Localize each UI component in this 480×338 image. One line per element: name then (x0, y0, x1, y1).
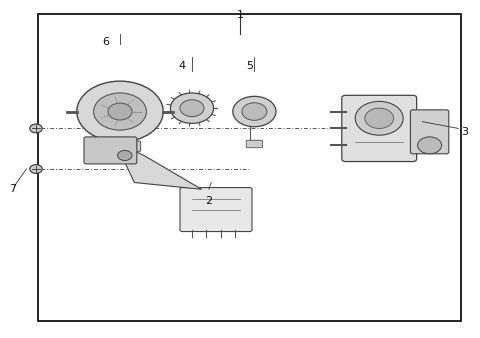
Circle shape (77, 81, 163, 142)
Circle shape (118, 150, 132, 161)
Circle shape (30, 165, 42, 173)
Text: 3: 3 (461, 127, 468, 137)
Text: 6: 6 (102, 37, 109, 47)
Text: 7: 7 (9, 184, 16, 194)
Circle shape (94, 93, 146, 130)
Text: 5: 5 (246, 61, 253, 71)
FancyBboxPatch shape (84, 137, 137, 164)
Circle shape (180, 100, 204, 117)
Circle shape (418, 137, 442, 154)
Polygon shape (115, 142, 202, 189)
FancyBboxPatch shape (246, 140, 263, 148)
Bar (38, 14, 461, 321)
Circle shape (365, 108, 394, 128)
Circle shape (30, 124, 42, 133)
FancyBboxPatch shape (99, 141, 141, 151)
Circle shape (233, 96, 276, 127)
Text: 2: 2 (205, 196, 212, 206)
Circle shape (355, 101, 403, 135)
FancyBboxPatch shape (180, 188, 252, 232)
Text: 1: 1 (237, 10, 243, 20)
Circle shape (108, 103, 132, 120)
Circle shape (242, 103, 267, 120)
Circle shape (170, 93, 214, 123)
FancyBboxPatch shape (410, 110, 449, 154)
Text: 4: 4 (179, 61, 186, 71)
FancyBboxPatch shape (342, 95, 417, 162)
